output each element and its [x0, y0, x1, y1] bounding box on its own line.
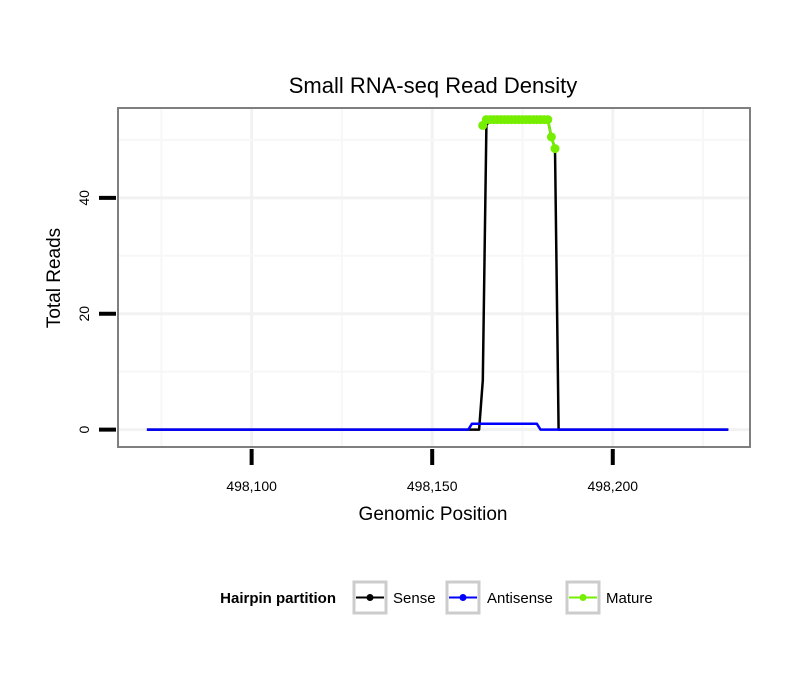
x-tick-label: 498,200 — [587, 478, 638, 494]
y-axis-label: Total Reads — [44, 228, 65, 328]
grid-layer — [118, 108, 750, 447]
plot-panel-border — [117, 107, 751, 448]
legend-label-antisense: Antisense — [487, 590, 553, 607]
data-point-mature — [543, 115, 553, 125]
series-layer — [146, 115, 729, 431]
data-point-mature — [550, 144, 560, 154]
x-tick-label: 498,150 — [407, 478, 458, 494]
series-line-sense — [146, 118, 729, 431]
y-tick-label: 20 — [76, 306, 92, 322]
data-point-mature — [546, 132, 556, 142]
legend-key-marker-mature — [579, 594, 587, 601]
x-axis-label: Genomic Position — [359, 504, 508, 525]
y-tick-label: 0 — [76, 426, 92, 434]
legend-label-mature: Mature — [606, 590, 653, 607]
series-line-antisense — [146, 422, 729, 431]
legend-title: Hairpin partition — [220, 590, 336, 607]
x-tick-label: 498,100 — [226, 478, 277, 494]
legend: Hairpin partition Sense Antisense Mature — [220, 580, 653, 615]
y-tick-label: 40 — [76, 190, 92, 206]
axis-layer: 498,100 498,150 498,200 0 20 40 — [76, 190, 638, 494]
legend-key-marker-antisense — [459, 594, 467, 601]
legend-key-marker-sense — [366, 594, 374, 601]
legend-label-sense: Sense — [393, 590, 436, 607]
chart-title: Small RNA-seq Read Density — [289, 73, 578, 98]
